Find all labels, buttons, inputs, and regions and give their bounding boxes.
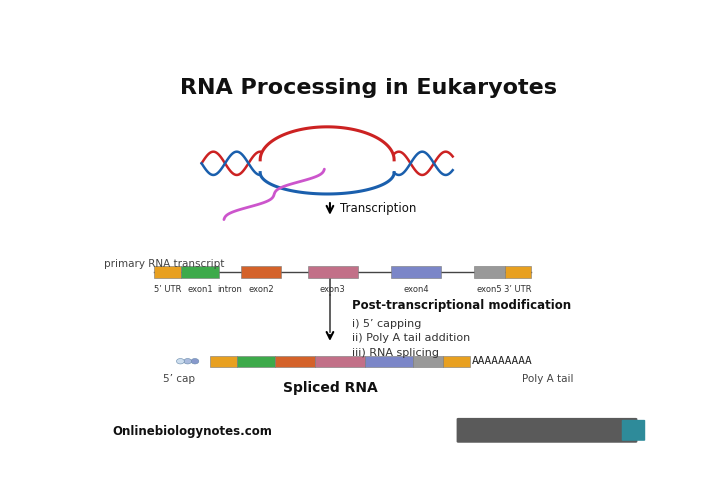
FancyBboxPatch shape [444, 356, 470, 367]
Text: Spliced RNA: Spliced RNA [282, 382, 377, 396]
FancyBboxPatch shape [154, 266, 181, 278]
Text: ii) Poly A tail addition: ii) Poly A tail addition [352, 333, 470, 343]
Circle shape [184, 358, 192, 364]
Text: intron: intron [217, 285, 243, 294]
FancyBboxPatch shape [210, 356, 237, 367]
Text: exon5: exon5 [477, 285, 502, 294]
Text: exon4: exon4 [403, 285, 428, 294]
Text: Post-transcriptional modification: Post-transcriptional modification [352, 299, 572, 312]
Text: Transcription: Transcription [340, 202, 416, 215]
FancyBboxPatch shape [307, 266, 358, 278]
Text: 5’ cap: 5’ cap [163, 374, 195, 385]
Text: exon1: exon1 [187, 285, 212, 294]
Text: exon3: exon3 [320, 285, 346, 294]
Text: BioRender.com: BioRender.com [517, 425, 605, 435]
FancyBboxPatch shape [275, 356, 315, 367]
FancyBboxPatch shape [315, 356, 365, 367]
Circle shape [191, 358, 199, 364]
Text: Created in: Created in [467, 425, 521, 435]
FancyBboxPatch shape [391, 266, 441, 278]
Circle shape [176, 358, 184, 364]
Text: RNA Processing in Eukaryotes: RNA Processing in Eukaryotes [181, 78, 557, 98]
FancyBboxPatch shape [237, 356, 275, 367]
Text: Poly A tail: Poly A tail [522, 374, 573, 385]
Text: primary RNA transcript: primary RNA transcript [104, 259, 225, 269]
Text: bio: bio [626, 426, 642, 435]
Text: i) 5’ capping: i) 5’ capping [352, 319, 422, 329]
Text: AAAAAAAAA: AAAAAAAAA [472, 356, 533, 366]
FancyBboxPatch shape [505, 266, 531, 278]
Text: 3’ UTR: 3’ UTR [504, 285, 532, 294]
FancyBboxPatch shape [181, 266, 219, 278]
Text: iii) RNA splicing: iii) RNA splicing [352, 348, 439, 358]
FancyBboxPatch shape [241, 266, 282, 278]
Text: Onlinebiologynotes.com: Onlinebiologynotes.com [112, 424, 272, 437]
Text: exon2: exon2 [248, 285, 274, 294]
FancyBboxPatch shape [456, 418, 637, 443]
FancyBboxPatch shape [622, 420, 645, 441]
FancyBboxPatch shape [474, 266, 505, 278]
FancyBboxPatch shape [413, 356, 444, 367]
FancyBboxPatch shape [365, 356, 413, 367]
Text: 5’ UTR: 5’ UTR [154, 285, 181, 294]
